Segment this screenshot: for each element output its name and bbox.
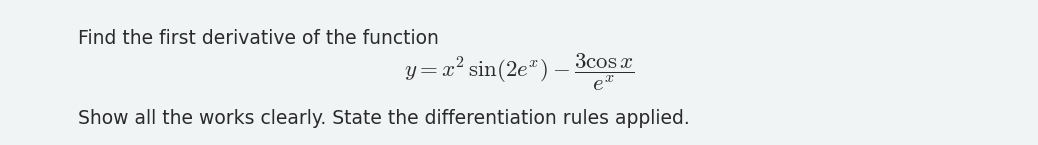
Text: Show all the works clearly. State the differentiation rules applied.: Show all the works clearly. State the di… bbox=[78, 109, 689, 128]
Text: $y = x^2\,\sin(2e^x) - \dfrac{3\cos x}{e^x}$: $y = x^2\,\sin(2e^x) - \dfrac{3\cos x}{e… bbox=[404, 51, 634, 94]
Text: Find the first derivative of the function: Find the first derivative of the functio… bbox=[78, 29, 439, 48]
